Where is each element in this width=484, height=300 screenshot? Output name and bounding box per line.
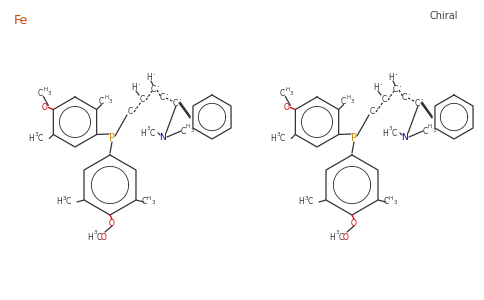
Text: P: P xyxy=(351,133,357,143)
Text: H: H xyxy=(87,232,93,242)
Text: C: C xyxy=(280,134,285,143)
Text: C: C xyxy=(127,107,133,116)
Text: C: C xyxy=(401,94,407,103)
Text: N: N xyxy=(160,133,166,142)
Text: H: H xyxy=(140,128,146,137)
Text: C: C xyxy=(423,127,428,136)
Text: 3: 3 xyxy=(432,128,436,134)
Text: ·: · xyxy=(146,94,149,103)
Text: H: H xyxy=(298,197,304,206)
Text: C: C xyxy=(383,197,389,206)
Text: H: H xyxy=(146,74,152,82)
Text: Fe: Fe xyxy=(14,14,28,28)
Text: H: H xyxy=(373,83,379,92)
Text: H: H xyxy=(29,134,34,143)
Text: ·: · xyxy=(166,92,168,100)
Text: 3: 3 xyxy=(93,230,97,236)
Text: C: C xyxy=(338,232,344,242)
Text: H: H xyxy=(329,232,335,242)
Text: ·: · xyxy=(179,97,182,106)
Text: H: H xyxy=(43,87,47,92)
Text: H: H xyxy=(347,95,351,100)
Text: C: C xyxy=(307,197,313,206)
Text: O: O xyxy=(101,232,107,242)
Text: O: O xyxy=(343,232,349,242)
Text: C: C xyxy=(181,127,186,136)
Text: Chiral: Chiral xyxy=(430,11,458,21)
Text: C: C xyxy=(151,85,156,94)
Text: C: C xyxy=(414,98,420,107)
Text: C: C xyxy=(341,97,346,106)
Text: O: O xyxy=(109,218,115,227)
Text: 3: 3 xyxy=(190,128,194,134)
Text: C: C xyxy=(99,97,104,106)
Text: O: O xyxy=(42,103,47,112)
Text: C: C xyxy=(369,107,375,116)
Text: ·: · xyxy=(134,106,136,115)
Text: H: H xyxy=(382,128,388,137)
Text: C: C xyxy=(38,89,43,98)
Text: 3: 3 xyxy=(393,200,397,205)
Text: 3: 3 xyxy=(62,196,66,200)
Text: 3: 3 xyxy=(304,196,308,200)
Text: C: C xyxy=(280,89,285,98)
Text: C: C xyxy=(393,85,398,94)
Text: ·: · xyxy=(388,94,391,103)
Text: H: H xyxy=(131,83,137,92)
Text: ·: · xyxy=(376,106,378,115)
Text: 3: 3 xyxy=(146,127,150,131)
Text: H: H xyxy=(285,87,289,92)
Text: 3: 3 xyxy=(276,132,280,137)
Text: C: C xyxy=(96,232,102,242)
Text: N: N xyxy=(402,133,408,142)
Text: H: H xyxy=(56,197,62,206)
Text: ·: · xyxy=(421,97,424,106)
Text: ·: · xyxy=(156,83,159,92)
Text: ·: · xyxy=(137,82,140,91)
Text: C: C xyxy=(159,94,165,103)
Text: 3: 3 xyxy=(34,132,38,137)
Text: 3: 3 xyxy=(335,230,339,236)
Text: 3: 3 xyxy=(47,91,51,96)
Text: ·: · xyxy=(394,71,397,80)
Text: H: H xyxy=(428,124,432,130)
Text: C: C xyxy=(172,98,178,107)
Text: 3: 3 xyxy=(109,99,112,104)
Text: H: H xyxy=(271,134,276,143)
Text: C: C xyxy=(65,197,71,206)
Text: ·: · xyxy=(152,71,155,80)
Text: H: H xyxy=(389,196,393,200)
Text: 3: 3 xyxy=(289,91,293,96)
Text: C: C xyxy=(381,95,387,104)
Text: 3: 3 xyxy=(388,127,392,131)
Text: ·: · xyxy=(408,92,410,100)
Text: ·: · xyxy=(379,82,382,91)
Text: C: C xyxy=(392,128,396,137)
Text: C: C xyxy=(150,128,154,137)
Text: H: H xyxy=(105,95,109,100)
Text: O: O xyxy=(284,103,289,112)
Text: P: P xyxy=(109,133,115,143)
Text: C: C xyxy=(38,134,43,143)
Text: 3: 3 xyxy=(351,99,354,104)
Text: C: C xyxy=(139,95,145,104)
Text: ·: · xyxy=(398,83,401,92)
Text: H: H xyxy=(147,196,151,200)
Text: H: H xyxy=(186,124,190,130)
Text: C: C xyxy=(141,197,147,206)
Text: O: O xyxy=(351,218,357,227)
Text: H: H xyxy=(388,74,394,82)
Text: 3: 3 xyxy=(151,200,155,205)
